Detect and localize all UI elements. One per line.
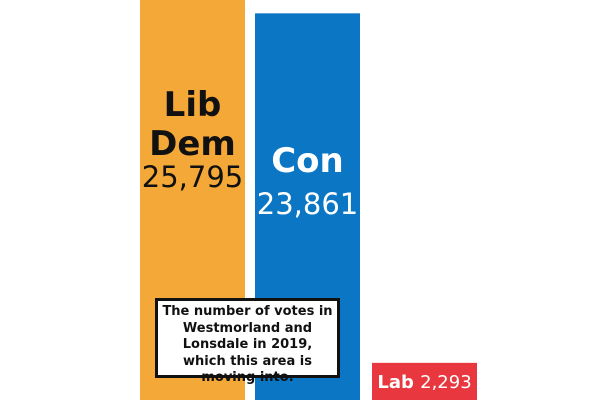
bar-label-lib-dem-2: Dem bbox=[149, 124, 236, 164]
value-label-lab: 2,293 bbox=[420, 372, 472, 393]
bar-label-lab: Lab 2,293 bbox=[377, 372, 471, 393]
value-label-lib-dem: 25,795 bbox=[142, 160, 243, 194]
value-label-con: 23,861 bbox=[257, 187, 358, 221]
bar-lab bbox=[372, 362, 477, 400]
chart-annotation: The number of votes in Westmorland and L… bbox=[155, 298, 340, 385]
bar-label-lib-dem-1: Lib bbox=[164, 85, 222, 125]
bar-label-con: Con bbox=[271, 141, 344, 181]
